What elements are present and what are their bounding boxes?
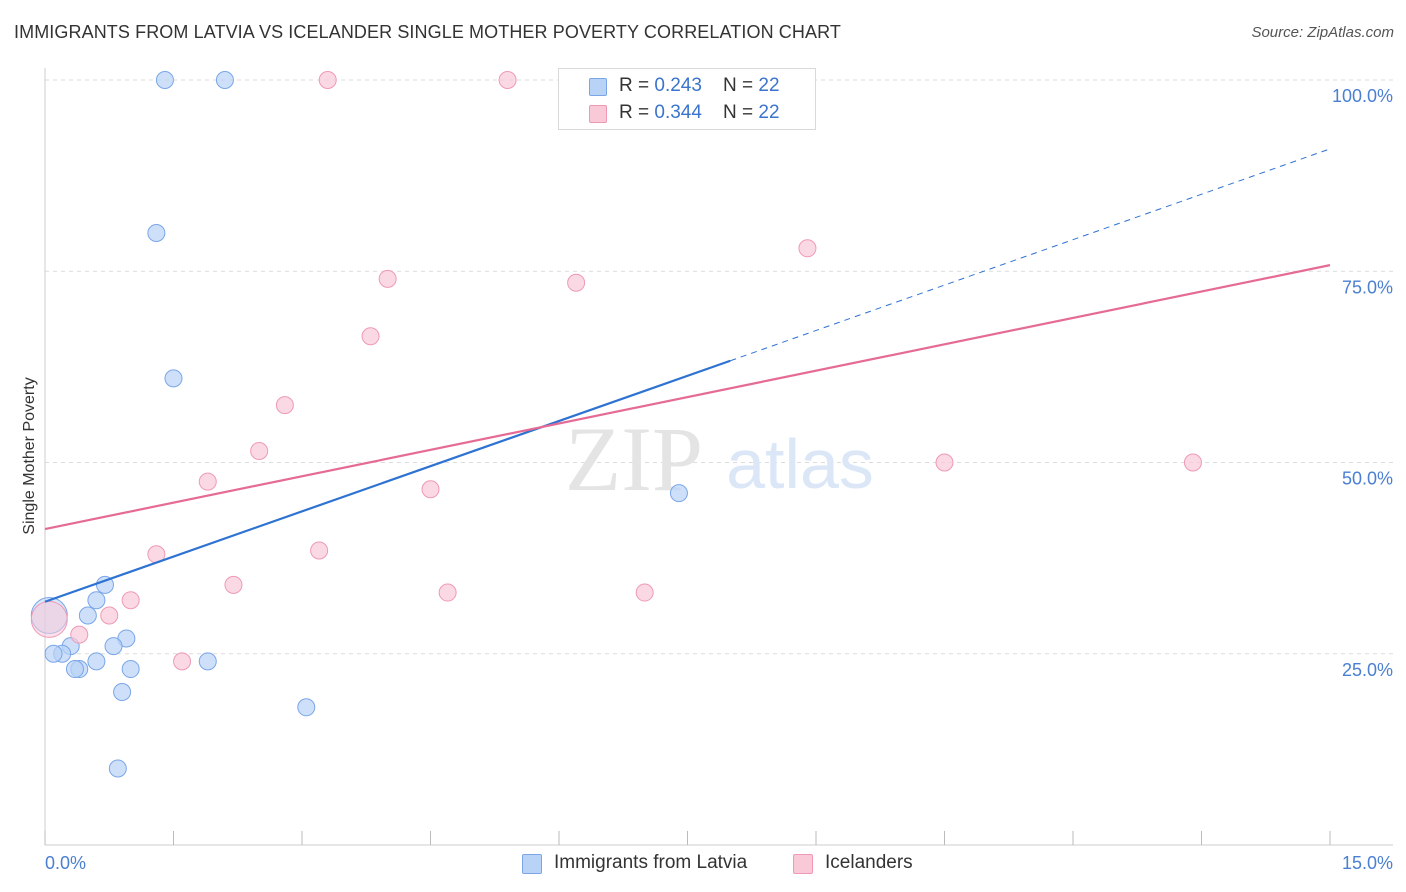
latvia-point-13 (87, 652, 106, 671)
icelanders-point-14 (224, 575, 243, 594)
icelanders-point-3 (378, 269, 397, 288)
latvia-trend-extension (730, 148, 1331, 362)
y-axis-label: Single Mother Poverty (21, 377, 38, 534)
latvia-point-14 (198, 652, 217, 671)
latvia-point-3 (164, 369, 183, 388)
bottom-legend-swatch-blue (522, 854, 542, 874)
icelanders-point-2 (798, 239, 817, 258)
icelanders-point-6 (275, 396, 294, 415)
bottom-legend-label-latvia: Immigrants from Latvia (554, 852, 748, 873)
icelanders-point-19 (70, 625, 89, 644)
latvia-point-5 (95, 575, 114, 594)
icelanders-point-17 (121, 591, 140, 610)
icelanders-point-8 (935, 453, 954, 472)
source-label: Source: ZipAtlas.com (1251, 24, 1394, 41)
bottom-legend-label-icelanders: Icelanders (825, 852, 913, 873)
icelanders-point-18 (100, 606, 119, 625)
latvia-point-6 (87, 591, 106, 610)
icelanders-point-0 (318, 71, 337, 89)
icelanders-point-20 (173, 652, 192, 671)
correlation-legend: R = 0.243 N = 22 R = 0.344 N = 22 (558, 68, 816, 130)
legend-stats-icelanders: R = 0.344 N = 22 (619, 102, 780, 123)
latvia-point-18 (113, 683, 132, 701)
icelanders-point-9 (1183, 453, 1202, 472)
legend-swatch-pink (589, 105, 607, 123)
legend-stats-latvia: R = 0.243 N = 22 (619, 75, 780, 96)
latvia-point-4 (669, 484, 688, 503)
y-tick-label-75: 75.0% (1342, 277, 1393, 297)
icelanders-point-12 (310, 541, 329, 560)
latvia-point-20 (108, 759, 127, 778)
icelanders-point-21 (30, 600, 68, 638)
bottom-legend-swatch-pink (793, 854, 813, 874)
latvia-point-16 (65, 660, 84, 679)
latvia-point-7 (78, 606, 97, 625)
icelanders-point-11 (421, 480, 440, 499)
latvia-trend-line (44, 359, 731, 603)
latvia-point-2 (147, 224, 166, 242)
y-tick-label-50: 50.0% (1342, 469, 1393, 489)
icelanders-trend-line (44, 264, 1331, 531)
chart-title: IMMIGRANTS FROM LATVIA VS ICELANDER SING… (14, 22, 841, 42)
x-tick-label-max: 15.0% (1342, 853, 1393, 873)
y-tick-label-100: 100.0% (1332, 86, 1393, 106)
latvia-point-19 (297, 698, 316, 717)
icelanders-point-7 (250, 442, 269, 461)
icelanders-point-5 (361, 327, 380, 346)
latvia-point-1 (215, 71, 234, 89)
legend-swatch-blue (589, 78, 607, 96)
icelanders-point-4 (567, 273, 586, 292)
icelanders-point-16 (635, 583, 654, 602)
icelanders-point-1 (498, 71, 517, 89)
x-tick-label-min: 0.0% (45, 853, 86, 873)
y-tick-label-25: 25.0% (1342, 660, 1393, 680)
latvia-point-12 (44, 644, 63, 663)
latvia-point-17 (121, 660, 140, 679)
latvia-point-0 (155, 71, 174, 89)
icelanders-point-15 (438, 583, 457, 602)
latvia-point-9 (104, 637, 123, 656)
icelanders-point-10 (198, 472, 217, 491)
watermark-atlas: atlas (726, 425, 874, 503)
